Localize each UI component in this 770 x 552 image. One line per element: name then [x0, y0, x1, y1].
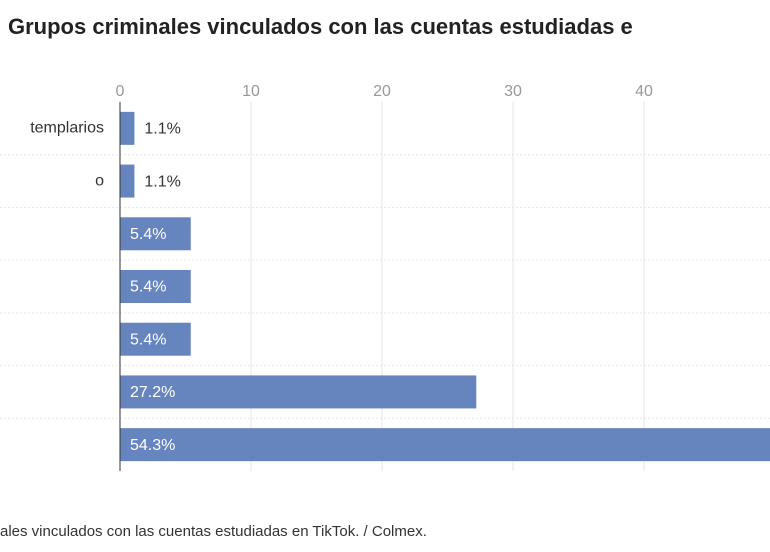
value-label: 5.4% — [130, 331, 166, 348]
value-label: 5.4% — [130, 226, 166, 243]
y-tick-label: templarios — [30, 120, 104, 137]
y-tick-label: o — [95, 172, 104, 189]
caption: ales vinculados con las cuentas estudiad… — [0, 523, 427, 540]
bar — [120, 164, 135, 198]
bar — [120, 111, 135, 145]
value-label: 54.3% — [130, 437, 175, 454]
x-tick-label: 30 — [504, 83, 522, 100]
x-tick-label: 20 — [373, 83, 391, 100]
value-label: 1.1% — [144, 121, 180, 138]
value-label: 27.2% — [130, 384, 175, 401]
bar — [120, 428, 770, 462]
x-tick-label: 10 — [242, 83, 260, 100]
bar — [120, 270, 191, 303]
bar — [120, 375, 477, 409]
bar — [120, 217, 191, 251]
value-label: 1.1% — [144, 173, 180, 190]
value-label: 5.4% — [130, 279, 166, 296]
chart-title: Grupos criminales vinculados con las cue… — [8, 14, 633, 39]
x-tick-label: 40 — [635, 83, 653, 100]
x-tick-label: 0 — [116, 83, 125, 100]
bar — [120, 322, 191, 356]
